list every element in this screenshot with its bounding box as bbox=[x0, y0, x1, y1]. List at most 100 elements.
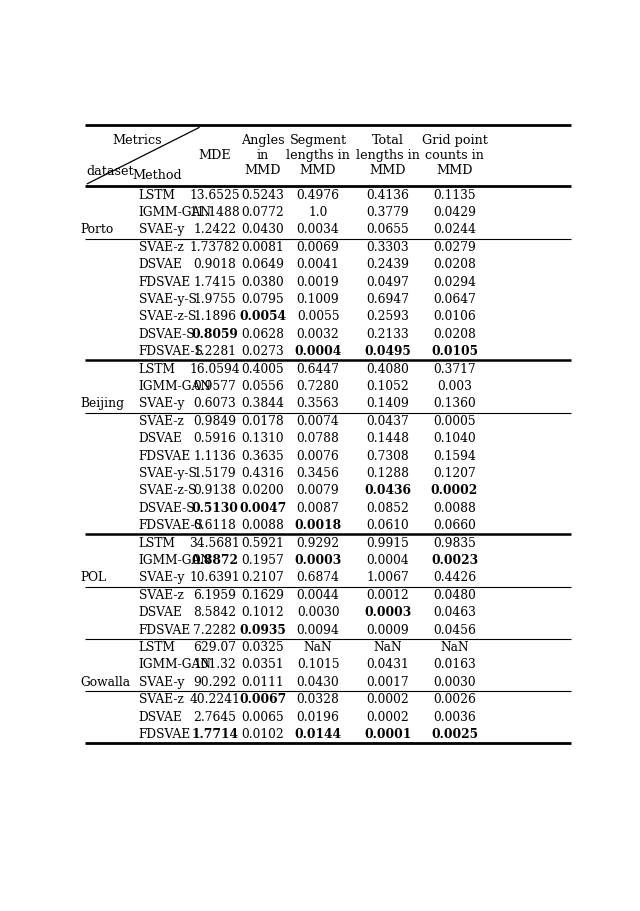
Text: 0.003: 0.003 bbox=[437, 380, 472, 393]
Text: SVAE-y-S: SVAE-y-S bbox=[138, 467, 196, 480]
Text: 0.1012: 0.1012 bbox=[241, 606, 284, 619]
Text: 1.1136: 1.1136 bbox=[193, 450, 236, 463]
Text: Total
lengths in
MMD: Total lengths in MMD bbox=[356, 134, 419, 177]
Text: 101.32: 101.32 bbox=[193, 659, 236, 671]
Text: 0.0094: 0.0094 bbox=[297, 624, 339, 637]
Text: 0.0463: 0.0463 bbox=[433, 606, 476, 619]
Text: DSVAE: DSVAE bbox=[138, 711, 182, 723]
Text: 0.2439: 0.2439 bbox=[366, 258, 409, 271]
Text: IGMM-GAN: IGMM-GAN bbox=[138, 206, 212, 219]
Text: SVAE-y: SVAE-y bbox=[138, 223, 184, 237]
Text: 0.1288: 0.1288 bbox=[366, 467, 409, 480]
Text: 0.0655: 0.0655 bbox=[366, 223, 409, 237]
Text: 40.2241: 40.2241 bbox=[189, 693, 241, 706]
Text: 0.0437: 0.0437 bbox=[366, 415, 409, 428]
Text: 0.6874: 0.6874 bbox=[296, 571, 340, 584]
Text: FDSVAE: FDSVAE bbox=[138, 624, 191, 637]
Text: 0.9577: 0.9577 bbox=[193, 380, 236, 393]
Text: 0.0244: 0.0244 bbox=[433, 223, 476, 237]
Text: 34.5681: 34.5681 bbox=[189, 537, 240, 549]
Text: 0.1310: 0.1310 bbox=[241, 432, 284, 445]
Text: 0.0430: 0.0430 bbox=[297, 676, 339, 689]
Text: dataset: dataset bbox=[86, 165, 134, 178]
Text: 0.1629: 0.1629 bbox=[241, 589, 284, 602]
Text: Porto: Porto bbox=[81, 223, 114, 237]
Text: 0.0065: 0.0065 bbox=[241, 711, 284, 723]
Text: 0.0017: 0.0017 bbox=[366, 676, 409, 689]
Text: 0.6118: 0.6118 bbox=[193, 519, 236, 532]
Text: 0.0111: 0.0111 bbox=[241, 676, 284, 689]
Text: 0.0032: 0.0032 bbox=[297, 328, 339, 341]
Text: SVAE-z: SVAE-z bbox=[138, 241, 184, 254]
Text: 0.4136: 0.4136 bbox=[366, 189, 409, 201]
Text: 0.0208: 0.0208 bbox=[433, 258, 476, 271]
Text: 0.1409: 0.1409 bbox=[366, 397, 409, 411]
Text: 0.4005: 0.4005 bbox=[241, 363, 284, 375]
Text: 0.3844: 0.3844 bbox=[241, 397, 284, 411]
Text: 0.3779: 0.3779 bbox=[366, 206, 409, 219]
Text: 0.2133: 0.2133 bbox=[366, 328, 409, 341]
Text: 0.0076: 0.0076 bbox=[297, 450, 339, 463]
Text: 0.0044: 0.0044 bbox=[297, 589, 339, 602]
Text: 0.0649: 0.0649 bbox=[241, 258, 284, 271]
Text: 0.0054: 0.0054 bbox=[239, 311, 286, 323]
Text: FDSVAE-S: FDSVAE-S bbox=[138, 345, 204, 358]
Text: 0.0380: 0.0380 bbox=[241, 276, 284, 289]
Text: 0.0012: 0.0012 bbox=[366, 589, 409, 602]
Text: 0.0041: 0.0041 bbox=[297, 258, 339, 271]
Text: Beijing: Beijing bbox=[81, 397, 125, 411]
Text: 90.292: 90.292 bbox=[193, 676, 236, 689]
Text: NaN: NaN bbox=[304, 641, 332, 654]
Text: SVAE-z: SVAE-z bbox=[138, 589, 184, 602]
Text: 0.9292: 0.9292 bbox=[296, 537, 340, 549]
Text: 1.9755: 1.9755 bbox=[193, 293, 236, 306]
Text: 0.0208: 0.0208 bbox=[433, 328, 476, 341]
Text: NaN: NaN bbox=[440, 641, 468, 654]
Text: 0.0430: 0.0430 bbox=[241, 223, 284, 237]
Text: 0.0002: 0.0002 bbox=[431, 485, 478, 497]
Text: LSTM: LSTM bbox=[138, 363, 175, 375]
Text: Metrics: Metrics bbox=[112, 134, 162, 147]
Text: 0.0081: 0.0081 bbox=[241, 241, 284, 254]
Text: 2.7645: 2.7645 bbox=[193, 711, 236, 723]
Text: 0.6073: 0.6073 bbox=[193, 397, 236, 411]
Text: 0.7308: 0.7308 bbox=[366, 450, 409, 463]
Text: 1.7415: 1.7415 bbox=[193, 276, 236, 289]
Text: 0.7280: 0.7280 bbox=[297, 380, 339, 393]
Text: Segment
lengths in
MMD: Segment lengths in MMD bbox=[286, 134, 350, 177]
Text: 13.6525: 13.6525 bbox=[189, 189, 240, 201]
Text: 0.0067: 0.0067 bbox=[239, 693, 286, 706]
Text: 0.0055: 0.0055 bbox=[297, 311, 339, 323]
Text: 0.3635: 0.3635 bbox=[241, 450, 284, 463]
Text: 0.0034: 0.0034 bbox=[297, 223, 339, 237]
Text: 0.0026: 0.0026 bbox=[433, 693, 476, 706]
Text: 0.0106: 0.0106 bbox=[433, 311, 476, 323]
Text: 1.5179: 1.5179 bbox=[193, 467, 236, 480]
Text: 0.0074: 0.0074 bbox=[297, 415, 339, 428]
Text: 0.0023: 0.0023 bbox=[431, 554, 478, 567]
Text: 0.3456: 0.3456 bbox=[297, 467, 339, 480]
Text: 0.0079: 0.0079 bbox=[297, 485, 339, 497]
Text: 1.2422: 1.2422 bbox=[193, 223, 236, 237]
Text: 0.6947: 0.6947 bbox=[366, 293, 409, 306]
Text: 0.0273: 0.0273 bbox=[241, 345, 284, 358]
Text: 1.73782: 1.73782 bbox=[189, 241, 240, 254]
Text: 0.9138: 0.9138 bbox=[193, 485, 236, 497]
Text: Gowalla: Gowalla bbox=[81, 676, 131, 689]
Text: 0.1009: 0.1009 bbox=[297, 293, 339, 306]
Text: 0.0431: 0.0431 bbox=[366, 659, 409, 671]
Text: SVAE-y: SVAE-y bbox=[138, 676, 184, 689]
Text: Angles
in
MMD: Angles in MMD bbox=[241, 134, 284, 177]
Text: DSVAE: DSVAE bbox=[138, 432, 182, 445]
Text: 0.4426: 0.4426 bbox=[433, 571, 476, 584]
Text: 0.0102: 0.0102 bbox=[241, 728, 284, 741]
Text: 10.6391: 10.6391 bbox=[189, 571, 240, 584]
Text: SVAE-y-S: SVAE-y-S bbox=[138, 293, 196, 306]
Text: 0.0480: 0.0480 bbox=[433, 589, 476, 602]
Text: POL: POL bbox=[81, 571, 106, 584]
Text: Grid point
counts in
MMD: Grid point counts in MMD bbox=[422, 134, 488, 177]
Text: 0.1360: 0.1360 bbox=[433, 397, 476, 411]
Text: 0.3303: 0.3303 bbox=[366, 241, 409, 254]
Text: 0.0200: 0.0200 bbox=[241, 485, 284, 497]
Text: 0.1207: 0.1207 bbox=[433, 467, 476, 480]
